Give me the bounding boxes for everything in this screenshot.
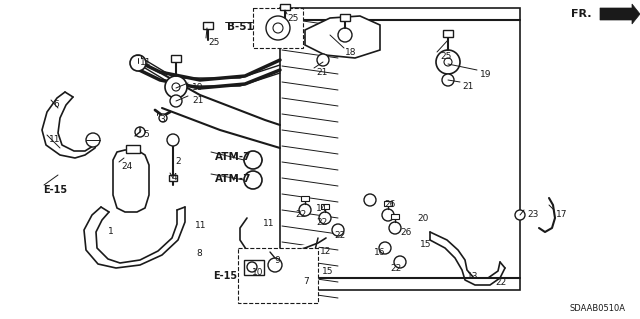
Circle shape — [436, 50, 460, 74]
Text: 11: 11 — [263, 219, 275, 228]
Polygon shape — [600, 4, 640, 24]
Circle shape — [266, 16, 290, 40]
Text: ATM-7: ATM-7 — [215, 152, 252, 162]
Circle shape — [172, 83, 180, 91]
Bar — [244, 260, 264, 275]
Text: 16: 16 — [374, 248, 385, 257]
Text: B-51: B-51 — [227, 22, 253, 32]
Text: 6: 6 — [53, 100, 59, 109]
Text: 9: 9 — [274, 256, 280, 265]
Text: 22: 22 — [334, 231, 345, 240]
Circle shape — [247, 262, 257, 272]
Text: 12: 12 — [320, 247, 332, 256]
Text: 11: 11 — [140, 58, 152, 67]
Bar — [384, 201, 392, 206]
Text: FR.: FR. — [572, 9, 592, 19]
Text: 25: 25 — [208, 38, 220, 47]
Circle shape — [268, 258, 282, 272]
Text: ATM-7: ATM-7 — [215, 174, 252, 184]
Text: 22: 22 — [316, 218, 327, 227]
Bar — [391, 214, 399, 219]
Circle shape — [389, 222, 401, 234]
Circle shape — [338, 28, 352, 42]
Text: 15: 15 — [322, 267, 333, 276]
Bar — [280, 8, 520, 290]
Bar — [171, 55, 181, 62]
Circle shape — [379, 242, 391, 254]
Text: 21: 21 — [316, 68, 328, 77]
Bar — [301, 196, 309, 201]
Circle shape — [159, 114, 167, 122]
Polygon shape — [113, 150, 149, 212]
Bar — [126, 145, 140, 153]
Bar — [340, 14, 350, 21]
Circle shape — [444, 58, 452, 66]
Text: 19: 19 — [192, 83, 204, 92]
Text: 7: 7 — [303, 277, 308, 286]
Circle shape — [170, 95, 182, 107]
Text: E-15: E-15 — [213, 271, 237, 281]
Text: 10: 10 — [252, 268, 264, 277]
Text: 20: 20 — [417, 214, 428, 223]
Text: 13: 13 — [467, 272, 479, 281]
Text: 26: 26 — [384, 200, 396, 209]
Bar — [280, 4, 290, 10]
Circle shape — [244, 151, 262, 169]
Circle shape — [244, 171, 262, 189]
Text: 22: 22 — [495, 278, 506, 287]
Text: SDAAB0510A: SDAAB0510A — [570, 304, 626, 313]
Text: 19: 19 — [480, 70, 492, 79]
Text: 24: 24 — [121, 162, 132, 171]
Bar — [169, 175, 177, 181]
Text: 1: 1 — [108, 227, 114, 236]
Text: 25: 25 — [287, 14, 298, 23]
Circle shape — [515, 210, 525, 220]
Text: 2: 2 — [175, 157, 180, 166]
Text: 8: 8 — [196, 249, 202, 258]
Circle shape — [165, 76, 187, 98]
Bar — [203, 22, 213, 29]
Bar — [253, 8, 303, 48]
Text: 11: 11 — [195, 221, 207, 230]
Circle shape — [167, 134, 179, 146]
Circle shape — [332, 224, 344, 236]
Circle shape — [273, 23, 283, 33]
Circle shape — [319, 212, 331, 224]
Circle shape — [317, 54, 329, 66]
Bar — [321, 204, 329, 209]
Text: 22: 22 — [295, 210, 307, 219]
Circle shape — [442, 74, 454, 86]
Text: 11: 11 — [49, 135, 61, 144]
Text: 25: 25 — [440, 52, 451, 61]
Circle shape — [299, 204, 311, 216]
Text: 5: 5 — [143, 130, 148, 139]
Text: 15: 15 — [420, 240, 431, 249]
Circle shape — [86, 133, 100, 147]
Circle shape — [394, 256, 406, 268]
Text: 26: 26 — [400, 228, 412, 237]
Bar — [443, 30, 453, 37]
Text: 4: 4 — [172, 173, 178, 182]
Text: 17: 17 — [556, 210, 568, 219]
Text: 3: 3 — [159, 115, 164, 124]
Text: 21: 21 — [462, 82, 474, 91]
Text: 14: 14 — [316, 204, 328, 213]
Circle shape — [130, 55, 146, 71]
Text: 23: 23 — [527, 210, 538, 219]
Text: E-15: E-15 — [43, 185, 67, 195]
Circle shape — [382, 209, 394, 221]
Circle shape — [364, 194, 376, 206]
Bar — [238, 248, 318, 303]
Circle shape — [135, 127, 145, 137]
Text: 22: 22 — [390, 264, 401, 273]
Text: 21: 21 — [192, 96, 204, 105]
Text: 18: 18 — [345, 48, 356, 57]
Polygon shape — [305, 16, 380, 58]
